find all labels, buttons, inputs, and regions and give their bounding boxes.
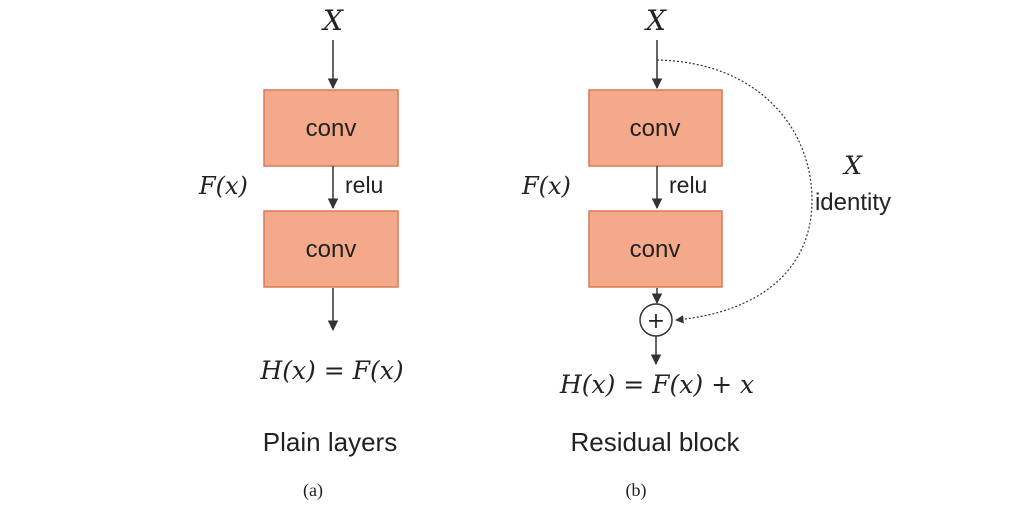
panel-a-output-label: H(x) = F(x)	[259, 356, 403, 385]
panel-b-residual-block: X conv relu F(x) conv X identity + H(x) …	[521, 4, 891, 501]
panel-b-conv-label-1: conv	[630, 115, 681, 142]
panel-b-output-label: H(x) = F(x) + x	[559, 370, 754, 399]
panel-b-skip-label-identity: identity	[815, 189, 891, 216]
panel-a-plain-layers: X conv relu F(x) conv H(x) = F(x) Plain …	[198, 4, 404, 501]
panel-b-conv-label-2: conv	[630, 236, 681, 263]
panel-b-caption: (b)	[626, 480, 647, 501]
panel-a-conv-label-2: conv	[306, 236, 357, 263]
panel-a-caption: (a)	[303, 480, 323, 501]
panel-a-title: Plain layers	[263, 427, 397, 457]
panel-a-input-label: X	[321, 4, 344, 37]
panel-b-sum-symbol: +	[647, 309, 665, 334]
panel-a-relu-label: relu	[345, 172, 383, 198]
panel-a-conv-label-1: conv	[306, 115, 357, 142]
panel-a-function-label: F(x)	[198, 172, 248, 200]
panel-b-input-label: X	[644, 4, 667, 37]
panel-b-title: Residual block	[570, 427, 740, 457]
panel-b-relu-label: relu	[669, 172, 707, 198]
panel-b-function-label: F(x)	[521, 172, 571, 200]
panel-b-skip-label-x: X	[842, 151, 863, 180]
